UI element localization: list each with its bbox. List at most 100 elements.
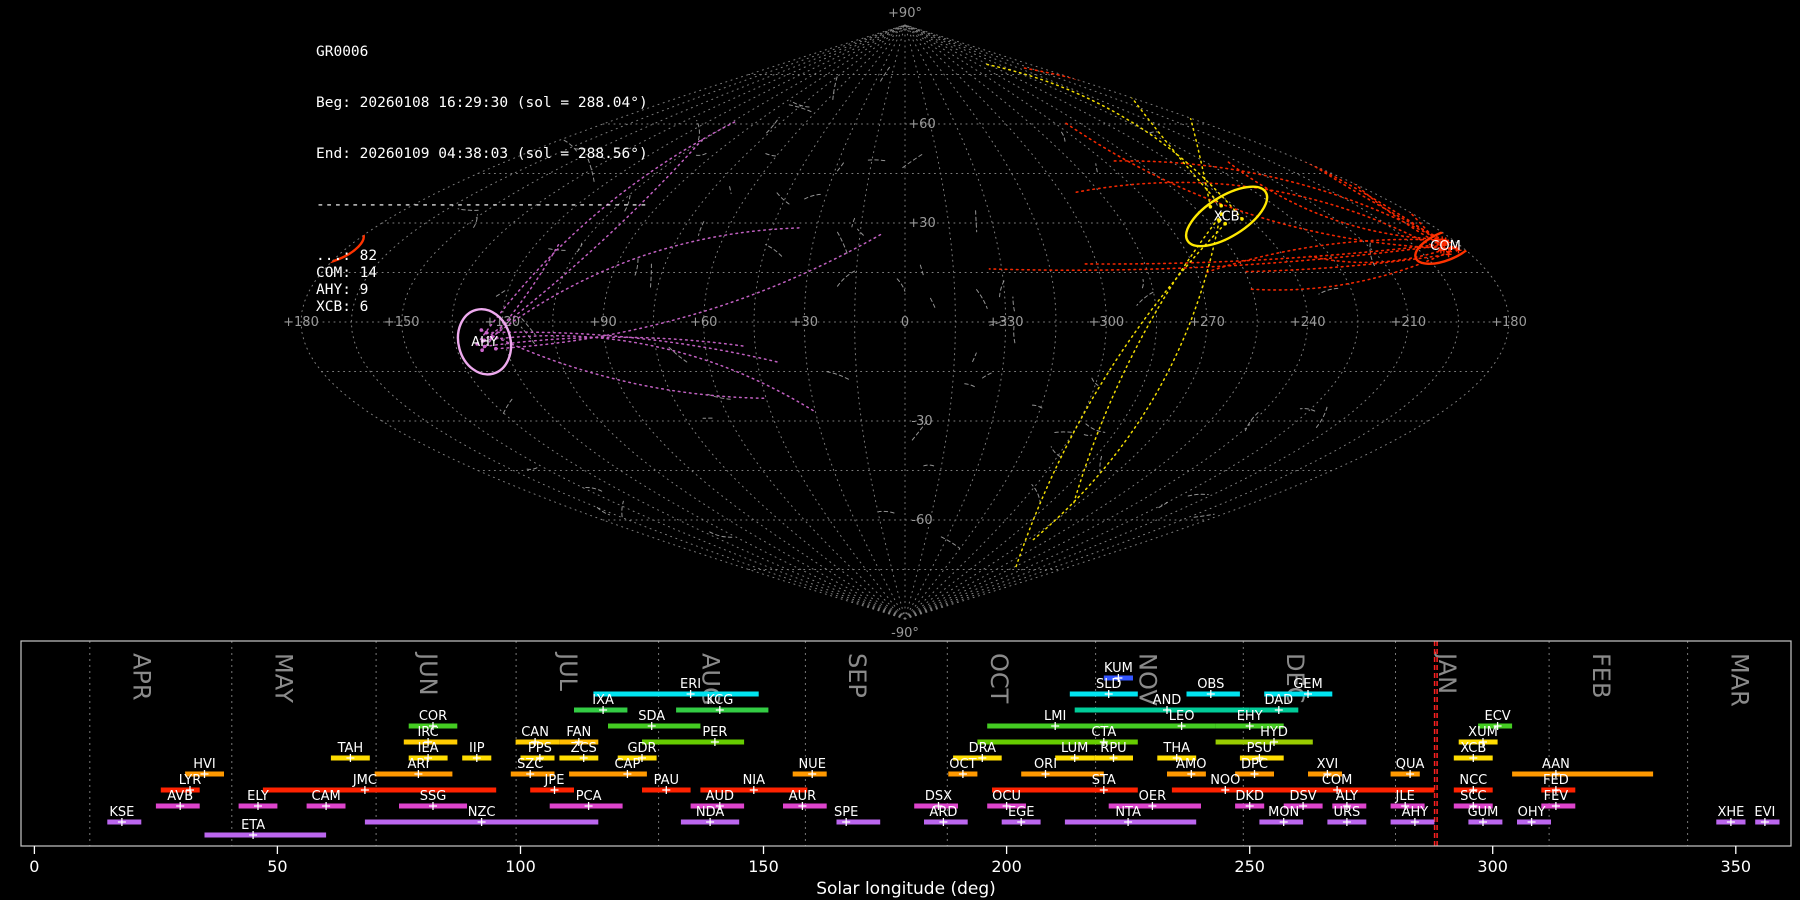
shower-code-FED: FED (1543, 773, 1569, 788)
meteor-track (1014, 222, 1226, 571)
meteor-track (1012, 296, 1015, 312)
meteor-track (766, 116, 780, 134)
longitude-label: +120 (484, 315, 520, 330)
shower-peak-IIP (472, 754, 481, 762)
meteor-track (982, 371, 994, 379)
shower-code-IEA: IEA (418, 741, 439, 756)
shower-code-SCC: SCC (1460, 789, 1486, 804)
radiant-dot-marker (479, 328, 484, 332)
shower-code-IIP: IIP (469, 741, 485, 756)
month-label-JUN: JUN (414, 651, 442, 696)
meteor-track (880, 66, 890, 82)
shower-code-PER: PER (702, 725, 727, 740)
shower-code-OHY: OHY (1518, 805, 1546, 820)
shower-peak-SZC (526, 770, 535, 778)
shower-code-NIA: NIA (743, 773, 766, 788)
longitude-label: +210 (1390, 315, 1426, 330)
shower-map-label-COM: COM (1430, 239, 1461, 254)
meteor-track (490, 227, 801, 339)
latitude-label: +60 (908, 117, 935, 132)
pole-label-north: +90° (888, 6, 922, 21)
shower-code-STA: STA (1092, 773, 1116, 788)
shower-peak-AND (1163, 706, 1171, 714)
meteor-track (790, 100, 810, 108)
shower-peak-ARD (939, 818, 948, 826)
shower-code-AAN: AAN (1542, 757, 1570, 772)
shower-peak-SDA (647, 722, 656, 730)
radiant-plus-marker (1441, 240, 1448, 247)
radiant-dot-marker (1219, 203, 1223, 208)
shower-peak-KCG (715, 706, 724, 714)
meteor-track (1243, 253, 1450, 273)
shower-peak-XHE (1726, 818, 1735, 826)
shower-ellipse-AHY (456, 308, 513, 376)
shower-code-SDA: SDA (638, 709, 665, 724)
radiant-plus-marker (1434, 239, 1441, 246)
shower-code-KCG: KCG (706, 693, 733, 708)
shower-peak-RPU (1109, 754, 1118, 762)
shower-peak-NUE (808, 770, 817, 778)
month-label-MAY: MAY (270, 653, 298, 703)
shower-code-JLE: JLE (1395, 789, 1415, 804)
meteor-track (1050, 446, 1061, 458)
meteor-track (576, 242, 583, 253)
timeline-border (20, 640, 1792, 847)
meteor-track (788, 104, 812, 113)
shower-peak-ERI (686, 690, 695, 698)
shower-peak-THA (1172, 754, 1181, 762)
x-tick-label: 250 (1234, 857, 1265, 876)
shower-code-GEM: GEM (1293, 677, 1323, 692)
shower-code-DAD: DAD (1264, 693, 1293, 708)
shower-code-PCA: PCA (576, 789, 602, 804)
shower-code-CTA: CTA (1091, 725, 1116, 740)
meteor-track (1110, 160, 1460, 252)
meteor-track (1029, 404, 1043, 409)
radiant-dot-marker (480, 339, 485, 343)
shower-peak-KUM (1114, 674, 1123, 682)
shower-code-COR: COR (419, 709, 447, 724)
shower-code-CAP: CAP (614, 757, 640, 772)
grid-meridian (904, 24, 1057, 620)
meteor-track (483, 335, 817, 413)
radiant-dot-marker (475, 342, 480, 346)
com-meteor-tracks (988, 25, 1460, 291)
shower-peak-OCT (958, 770, 967, 778)
shower-peak-FED (1551, 786, 1560, 794)
shower-code-NOO: NOO (1210, 773, 1240, 788)
shower-ellipse-XCB (1184, 185, 1269, 248)
shower-peak-CAN (531, 738, 540, 746)
shower-peak-GDR (638, 754, 646, 762)
radiant-dot-marker (489, 335, 494, 340)
meteor-track (896, 278, 906, 292)
meteor-track (832, 76, 838, 103)
shower-peak-NDA (706, 818, 715, 826)
meteor-track (923, 464, 935, 467)
shower-peak-SSG (429, 802, 437, 810)
meteor-track (1073, 213, 1223, 504)
longitude-label: +30 (791, 315, 818, 330)
shower-peak-SLD (1104, 690, 1113, 698)
shower-peak-LUM (1070, 754, 1079, 762)
meteor-track (851, 217, 856, 228)
radiant-dot-marker (480, 348, 484, 353)
meteor-track (485, 331, 778, 363)
meteor-track (698, 221, 705, 236)
meteor-track (526, 467, 538, 470)
month-label-OCT: OCT (985, 653, 1013, 704)
shower-peak-URS (1342, 818, 1351, 826)
xcb-meteor-tracks (984, 25, 1243, 571)
shower-count-line: XCB: 6 (316, 299, 369, 315)
shower-peak-SPE (842, 818, 851, 826)
meteor-track (765, 153, 777, 157)
meteor-track (520, 326, 535, 344)
radiant-dot-marker (1223, 221, 1227, 226)
longitude-label: +180 (1491, 315, 1527, 330)
shower-peak-XCB (1469, 754, 1478, 762)
meteor-track (1141, 279, 1144, 289)
grid-meridian (803, 24, 906, 620)
shower-peak-LEO (1177, 722, 1186, 730)
meteor-track (1158, 500, 1170, 508)
shower-code-FEV: FEV (1544, 789, 1569, 804)
shower-peak-OHY (1527, 818, 1536, 826)
shower-peak-XVI (1323, 770, 1332, 778)
